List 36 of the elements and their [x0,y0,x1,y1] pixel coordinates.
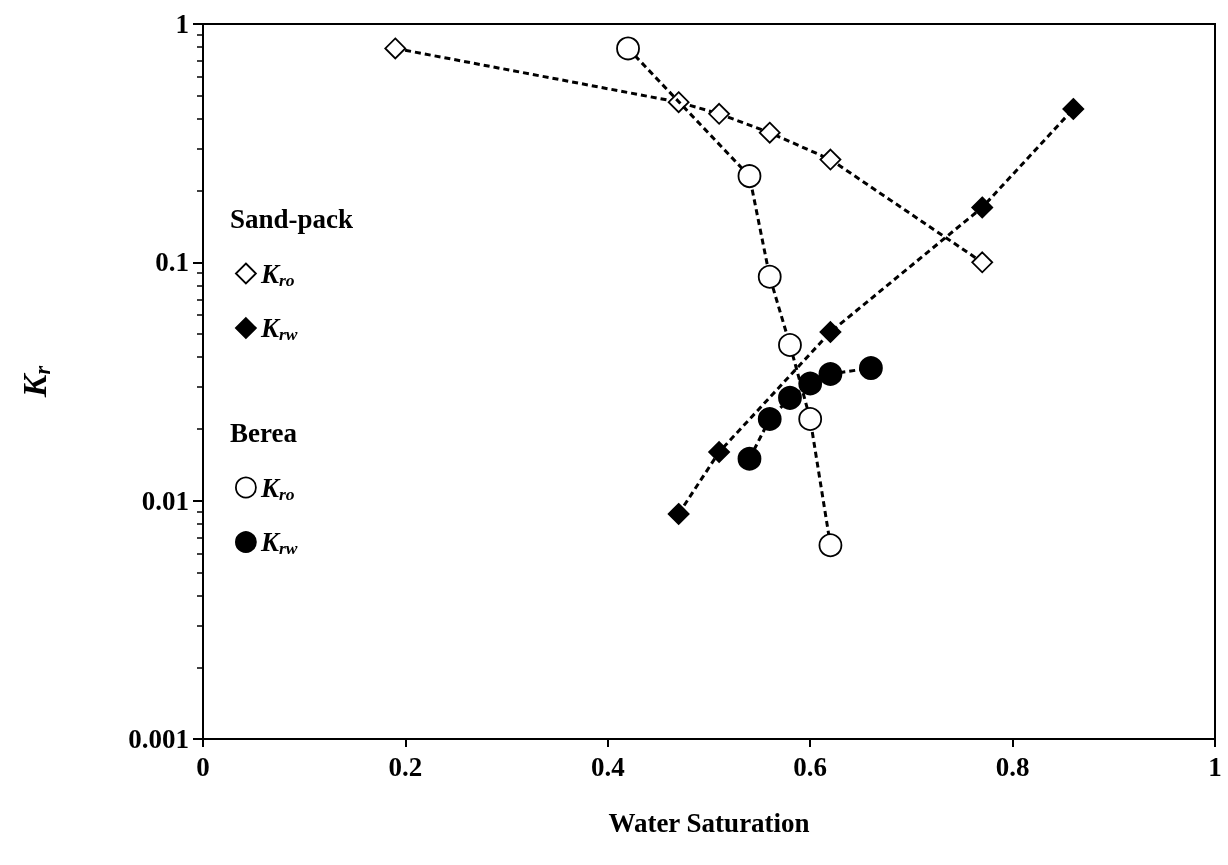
point [616,36,640,61]
point [971,251,994,274]
y-tick-label: 0.01 [141,485,189,516]
point [757,264,782,289]
point [708,441,731,463]
point [798,407,823,431]
point [859,356,883,380]
x-axis-title: Water Saturation [608,807,810,838]
point [818,362,843,386]
point [758,121,781,144]
annotation: Berea [230,417,298,448]
point [819,321,842,343]
x-tick-label: 0.4 [590,751,625,782]
y-tick-label: 1 [175,9,189,39]
y-tick-label: 0.1 [155,247,189,278]
point [667,503,690,525]
point [818,533,843,558]
point [737,446,762,471]
point [737,164,762,189]
y-tick-label: 0.001 [128,724,189,754]
point [778,385,802,410]
point [1062,98,1085,120]
point [708,102,731,125]
point [757,407,782,431]
x-tick-label: 0.2 [388,751,423,782]
x-tick-label: 0.6 [793,751,828,782]
point [819,148,842,171]
annotation: Sand-pack [230,203,354,234]
x-tick-label: 1 [1208,751,1222,782]
point [778,333,802,357]
y-axis-title: Kr [15,365,55,399]
point [798,371,823,396]
x-tick-label: 0 [196,751,210,782]
point [971,196,994,219]
point [384,37,407,60]
x-tick-label: 0.8 [995,751,1030,782]
